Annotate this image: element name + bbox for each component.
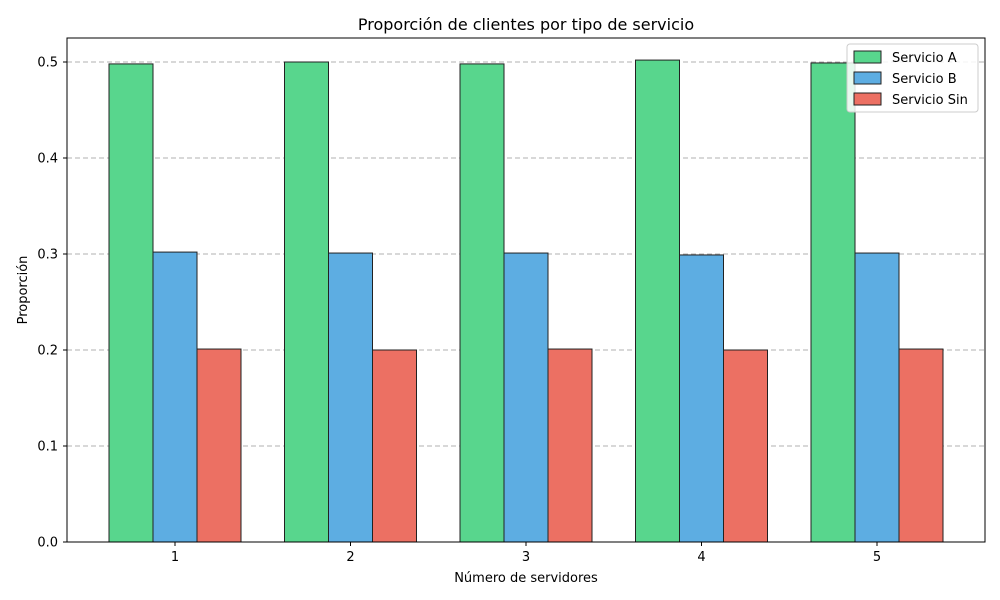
bar-servicio-sin-3 xyxy=(547,348,593,543)
bar-servicio-a-2 xyxy=(284,61,329,543)
bar-servicio-b-2 xyxy=(328,252,373,543)
bar-servicio-a-1 xyxy=(108,63,154,543)
legend-entry: Servicio Sin xyxy=(892,93,968,108)
x-tick-label: 3 xyxy=(522,550,530,565)
y-tick-label: 0.4 xyxy=(37,152,58,167)
legend: Servicio A Servicio B Servicio Sin xyxy=(846,43,979,113)
bar-servicio-sin-4 xyxy=(723,349,768,543)
bar-servicio-a-4 xyxy=(635,59,680,543)
legend-entry: Servicio B xyxy=(892,72,957,87)
x-tick-label: 5 xyxy=(873,550,881,565)
x-tick-label: 1 xyxy=(171,550,179,565)
bar-servicio-a-5 xyxy=(810,62,856,543)
bar-servicio-b-1 xyxy=(152,251,198,543)
x-ticks: 1 2 3 4 5 xyxy=(171,542,881,565)
y-tick-label: 0.1 xyxy=(37,440,58,455)
chart-title: Proporción de clientes por tipo de servi… xyxy=(358,15,694,34)
y-tick-label: 0.2 xyxy=(37,344,58,359)
bars xyxy=(108,59,944,543)
bar-servicio-b-3 xyxy=(503,252,549,543)
y-tick-label: 0.0 xyxy=(37,536,58,551)
legend-swatch xyxy=(853,92,882,106)
bar-servicio-sin-1 xyxy=(196,348,242,543)
legend-swatch xyxy=(853,71,882,85)
y-axis-label: Proporción xyxy=(16,256,31,325)
legend-entry: Servicio A xyxy=(892,51,957,66)
bar-servicio-b-5 xyxy=(854,252,900,543)
bar-servicio-sin-2 xyxy=(372,349,417,543)
bar-servicio-b-4 xyxy=(679,254,724,543)
y-tick-label: 0.5 xyxy=(37,56,58,71)
x-tick-label: 4 xyxy=(697,550,705,565)
y-tick-label: 0.3 xyxy=(37,248,58,263)
x-tick-label: 2 xyxy=(346,550,354,565)
bar-servicio-sin-5 xyxy=(898,348,944,543)
x-axis-label: Número de servidores xyxy=(454,571,598,586)
legend-swatch xyxy=(853,50,882,64)
y-ticks: 0.0 0.1 0.2 0.3 0.4 0.5 xyxy=(37,56,67,551)
bar-servicio-a-3 xyxy=(459,63,505,543)
